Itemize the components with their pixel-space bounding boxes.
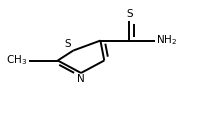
Text: N: N — [77, 74, 85, 84]
Text: S: S — [126, 9, 133, 19]
Text: NH$_2$: NH$_2$ — [156, 34, 177, 48]
Text: CH$_3$: CH$_3$ — [6, 54, 27, 67]
Text: S: S — [65, 39, 71, 49]
